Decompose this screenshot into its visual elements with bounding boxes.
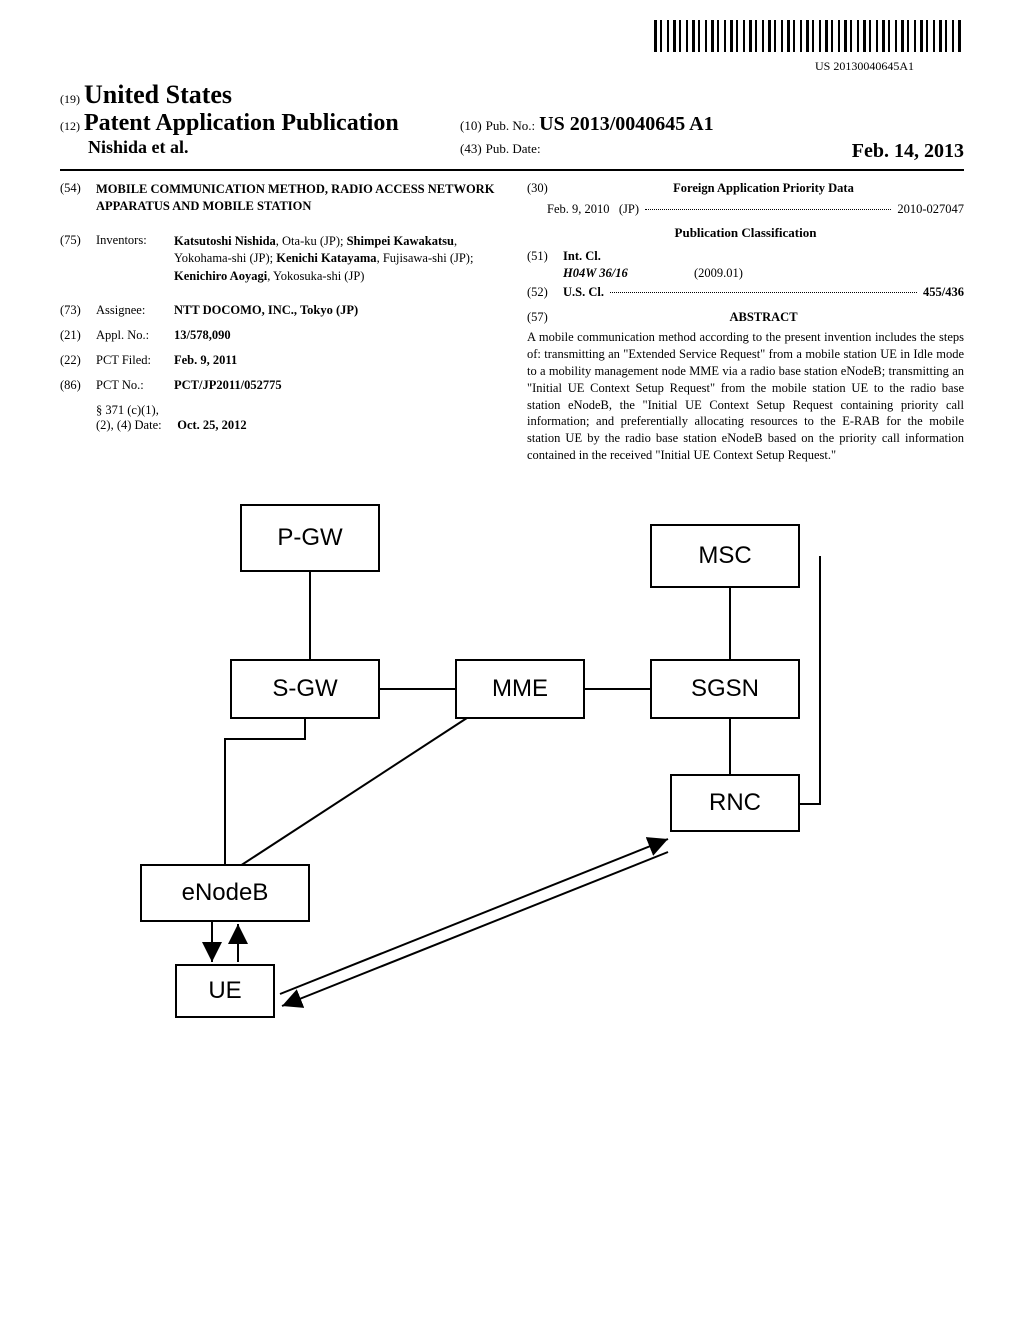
assignee-label: Assignee: [96, 303, 174, 318]
node-pgw: P-GW [240, 504, 380, 572]
inventors-list: Katsutoshi Nishida, Ota-ku (JP); Shimpei… [174, 233, 497, 286]
uscl-value: 455/436 [923, 285, 964, 300]
barcode-area: US 20130040645A1 [60, 20, 964, 74]
authors-line: Nishida et al. [88, 137, 189, 157]
abstract-text: A mobile communication method according … [527, 329, 964, 464]
node-sgw: S-GW [230, 659, 380, 719]
code-10: (10) [460, 118, 482, 133]
code-73: (73) [60, 303, 96, 318]
code-54: (54) [60, 181, 96, 215]
code-30: (30) [527, 181, 563, 196]
invention-title: MOBILE COMMUNICATION METHOD, RADIO ACCES… [96, 181, 497, 215]
code-22: (22) [60, 353, 96, 368]
s371-date-label: (2), (4) Date: [96, 418, 162, 432]
code-57: (57) [527, 310, 563, 325]
dot-leader-2 [610, 292, 917, 293]
fapd-country: (JP) [619, 202, 639, 217]
intcl-year: (2009.01) [694, 266, 743, 280]
node-rnc: RNC [670, 774, 800, 832]
intcl-label: Int. Cl. [563, 249, 964, 264]
node-ue: UE [175, 964, 275, 1018]
code-21: (21) [60, 328, 96, 343]
inventors-label: Inventors: [96, 233, 174, 286]
pctno-value: PCT/JP2011/052775 [174, 378, 497, 393]
fapd-number: 2010-027047 [897, 202, 964, 217]
network-diagram: P-GW MSC S-GW MME SGSN RNC eNodeB UE [120, 494, 840, 1054]
barcode-graphic [654, 20, 964, 52]
pctfiled-label: PCT Filed: [96, 353, 174, 368]
pubdate-value: Feb. 14, 2013 [852, 140, 964, 163]
node-enb: eNodeB [140, 864, 310, 922]
code-51: (51) [527, 249, 563, 264]
header-rule [60, 169, 964, 171]
pubdate-label: Pub. Date: [486, 141, 541, 156]
uscl-label: U.S. Cl. [563, 285, 604, 300]
dot-leader [645, 209, 891, 210]
country-title: United States [84, 80, 232, 109]
pctno-label: PCT No.: [96, 378, 174, 393]
node-sgsn: SGSN [650, 659, 800, 719]
node-mme: MME [455, 659, 585, 719]
s371-date-value: Oct. 25, 2012 [177, 418, 246, 432]
header-block: (19) United States (12) Patent Applicati… [60, 80, 964, 163]
pubno-label: Pub. No.: [486, 118, 535, 133]
code-86: (86) [60, 378, 96, 393]
applno-value: 13/578,090 [174, 328, 497, 343]
fapd-heading: Foreign Application Priority Data [563, 181, 964, 196]
fapd-date: Feb. 9, 2010 [547, 202, 610, 217]
s371-line1: § 371 (c)(1), [96, 403, 497, 418]
barcode-number: US 20130040645A1 [60, 59, 914, 74]
code-52: (52) [527, 285, 563, 300]
pctfiled-value: Feb. 9, 2011 [174, 353, 497, 368]
doc-type-title: Patent Application Publication [84, 110, 399, 136]
intcl-code: H04W 36/16 [563, 266, 628, 280]
code-43: (43) [460, 141, 482, 156]
applno-label: Appl. No.: [96, 328, 174, 343]
pubno-value: US 2013/0040645 A1 [539, 113, 713, 135]
pubclass-heading: Publication Classification [527, 225, 964, 241]
assignee-value: NTT DOCOMO, INC., Tokyo (JP) [174, 303, 497, 318]
code-12: (12) [60, 119, 80, 133]
left-column: (54) MOBILE COMMUNICATION METHOD, RADIO … [60, 181, 497, 464]
abstract-heading: ABSTRACT [563, 310, 964, 325]
code-75: (75) [60, 233, 96, 286]
node-msc: MSC [650, 524, 800, 588]
right-column: (30) Foreign Application Priority Data F… [527, 181, 964, 464]
code-19: (19) [60, 92, 80, 106]
